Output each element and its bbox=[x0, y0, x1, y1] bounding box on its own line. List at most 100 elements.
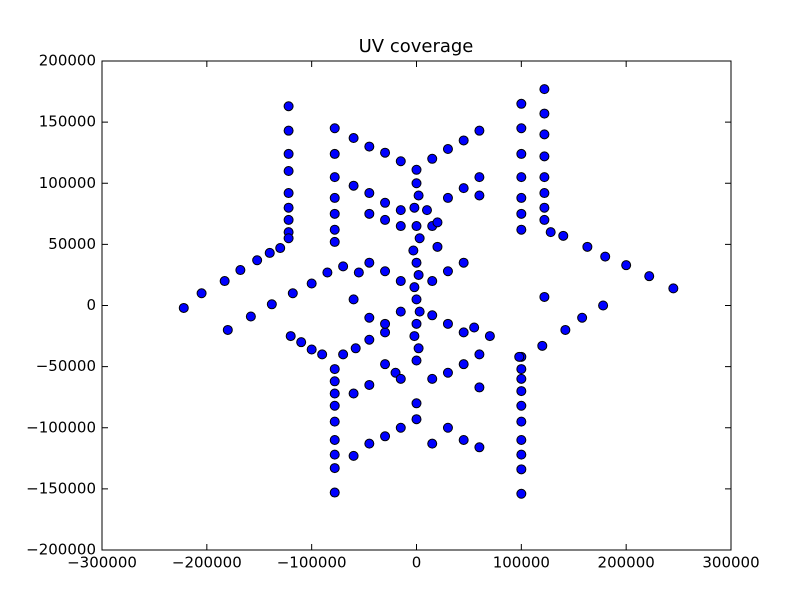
x-tick-label: 300000 bbox=[702, 554, 759, 572]
point bbox=[395, 156, 406, 167]
point bbox=[644, 271, 655, 282]
point bbox=[408, 245, 419, 256]
point bbox=[329, 208, 340, 219]
point bbox=[414, 306, 425, 317]
point bbox=[537, 340, 548, 351]
x-tick-label: 100000 bbox=[493, 554, 550, 572]
point bbox=[516, 172, 527, 183]
y-tick-label: −100000 bbox=[26, 418, 96, 436]
point bbox=[329, 487, 340, 498]
point bbox=[516, 123, 527, 134]
point bbox=[283, 125, 294, 136]
point bbox=[413, 269, 424, 280]
point bbox=[516, 464, 527, 475]
point bbox=[411, 355, 422, 366]
point bbox=[558, 230, 569, 241]
y-tick-label: −150000 bbox=[26, 479, 96, 497]
point bbox=[219, 276, 230, 287]
point bbox=[353, 267, 364, 278]
point bbox=[411, 164, 422, 175]
point bbox=[432, 217, 443, 228]
point bbox=[364, 334, 375, 345]
y-tick-label: 0 bbox=[86, 296, 96, 314]
point bbox=[395, 373, 406, 384]
point bbox=[458, 359, 469, 370]
y-tick-label: 200000 bbox=[39, 52, 96, 70]
x-tick-label: −100000 bbox=[277, 554, 347, 572]
point bbox=[442, 318, 453, 329]
point bbox=[560, 324, 571, 335]
point bbox=[474, 382, 485, 393]
point bbox=[329, 388, 340, 399]
point bbox=[539, 291, 550, 302]
point bbox=[442, 144, 453, 155]
point bbox=[296, 337, 307, 348]
point bbox=[364, 141, 375, 152]
point bbox=[539, 151, 550, 162]
point bbox=[380, 318, 391, 329]
point bbox=[329, 416, 340, 427]
point bbox=[411, 294, 422, 305]
point bbox=[329, 463, 340, 474]
chart-title: UV coverage bbox=[359, 36, 474, 57]
point bbox=[283, 166, 294, 177]
point bbox=[287, 288, 298, 299]
point bbox=[317, 349, 328, 360]
point bbox=[514, 351, 525, 362]
point bbox=[427, 153, 438, 164]
point bbox=[474, 349, 485, 360]
point bbox=[516, 373, 527, 384]
point bbox=[348, 180, 359, 191]
point bbox=[409, 202, 420, 213]
point bbox=[411, 318, 422, 329]
point bbox=[413, 343, 424, 354]
point bbox=[196, 288, 207, 299]
point bbox=[474, 190, 485, 201]
point bbox=[322, 267, 333, 278]
point bbox=[516, 434, 527, 445]
point bbox=[411, 414, 422, 425]
point bbox=[539, 214, 550, 225]
point bbox=[380, 431, 391, 442]
point bbox=[329, 434, 340, 445]
point bbox=[577, 312, 588, 323]
point bbox=[285, 331, 296, 342]
point bbox=[364, 208, 375, 219]
point bbox=[380, 147, 391, 158]
point bbox=[350, 343, 361, 354]
y-tick-label: −50000 bbox=[36, 357, 96, 375]
point bbox=[364, 257, 375, 268]
point bbox=[539, 172, 550, 183]
point bbox=[338, 349, 349, 360]
point bbox=[264, 247, 275, 258]
point bbox=[411, 178, 422, 189]
point bbox=[668, 283, 679, 294]
point bbox=[283, 101, 294, 112]
point bbox=[539, 129, 550, 140]
point bbox=[414, 233, 425, 244]
point bbox=[245, 311, 256, 322]
point bbox=[442, 266, 453, 277]
point bbox=[329, 376, 340, 387]
point bbox=[409, 282, 420, 293]
point bbox=[539, 108, 550, 119]
point bbox=[474, 172, 485, 183]
point bbox=[329, 236, 340, 247]
point bbox=[539, 188, 550, 199]
point bbox=[348, 133, 359, 144]
point bbox=[621, 260, 632, 271]
point bbox=[364, 438, 375, 449]
point bbox=[283, 188, 294, 199]
point bbox=[516, 386, 527, 397]
point bbox=[458, 183, 469, 194]
point bbox=[364, 379, 375, 390]
point bbox=[458, 434, 469, 445]
point bbox=[432, 241, 443, 252]
point bbox=[395, 221, 406, 232]
point bbox=[484, 331, 495, 342]
point bbox=[474, 125, 485, 136]
point bbox=[516, 192, 527, 203]
point bbox=[235, 265, 246, 276]
point bbox=[427, 310, 438, 321]
